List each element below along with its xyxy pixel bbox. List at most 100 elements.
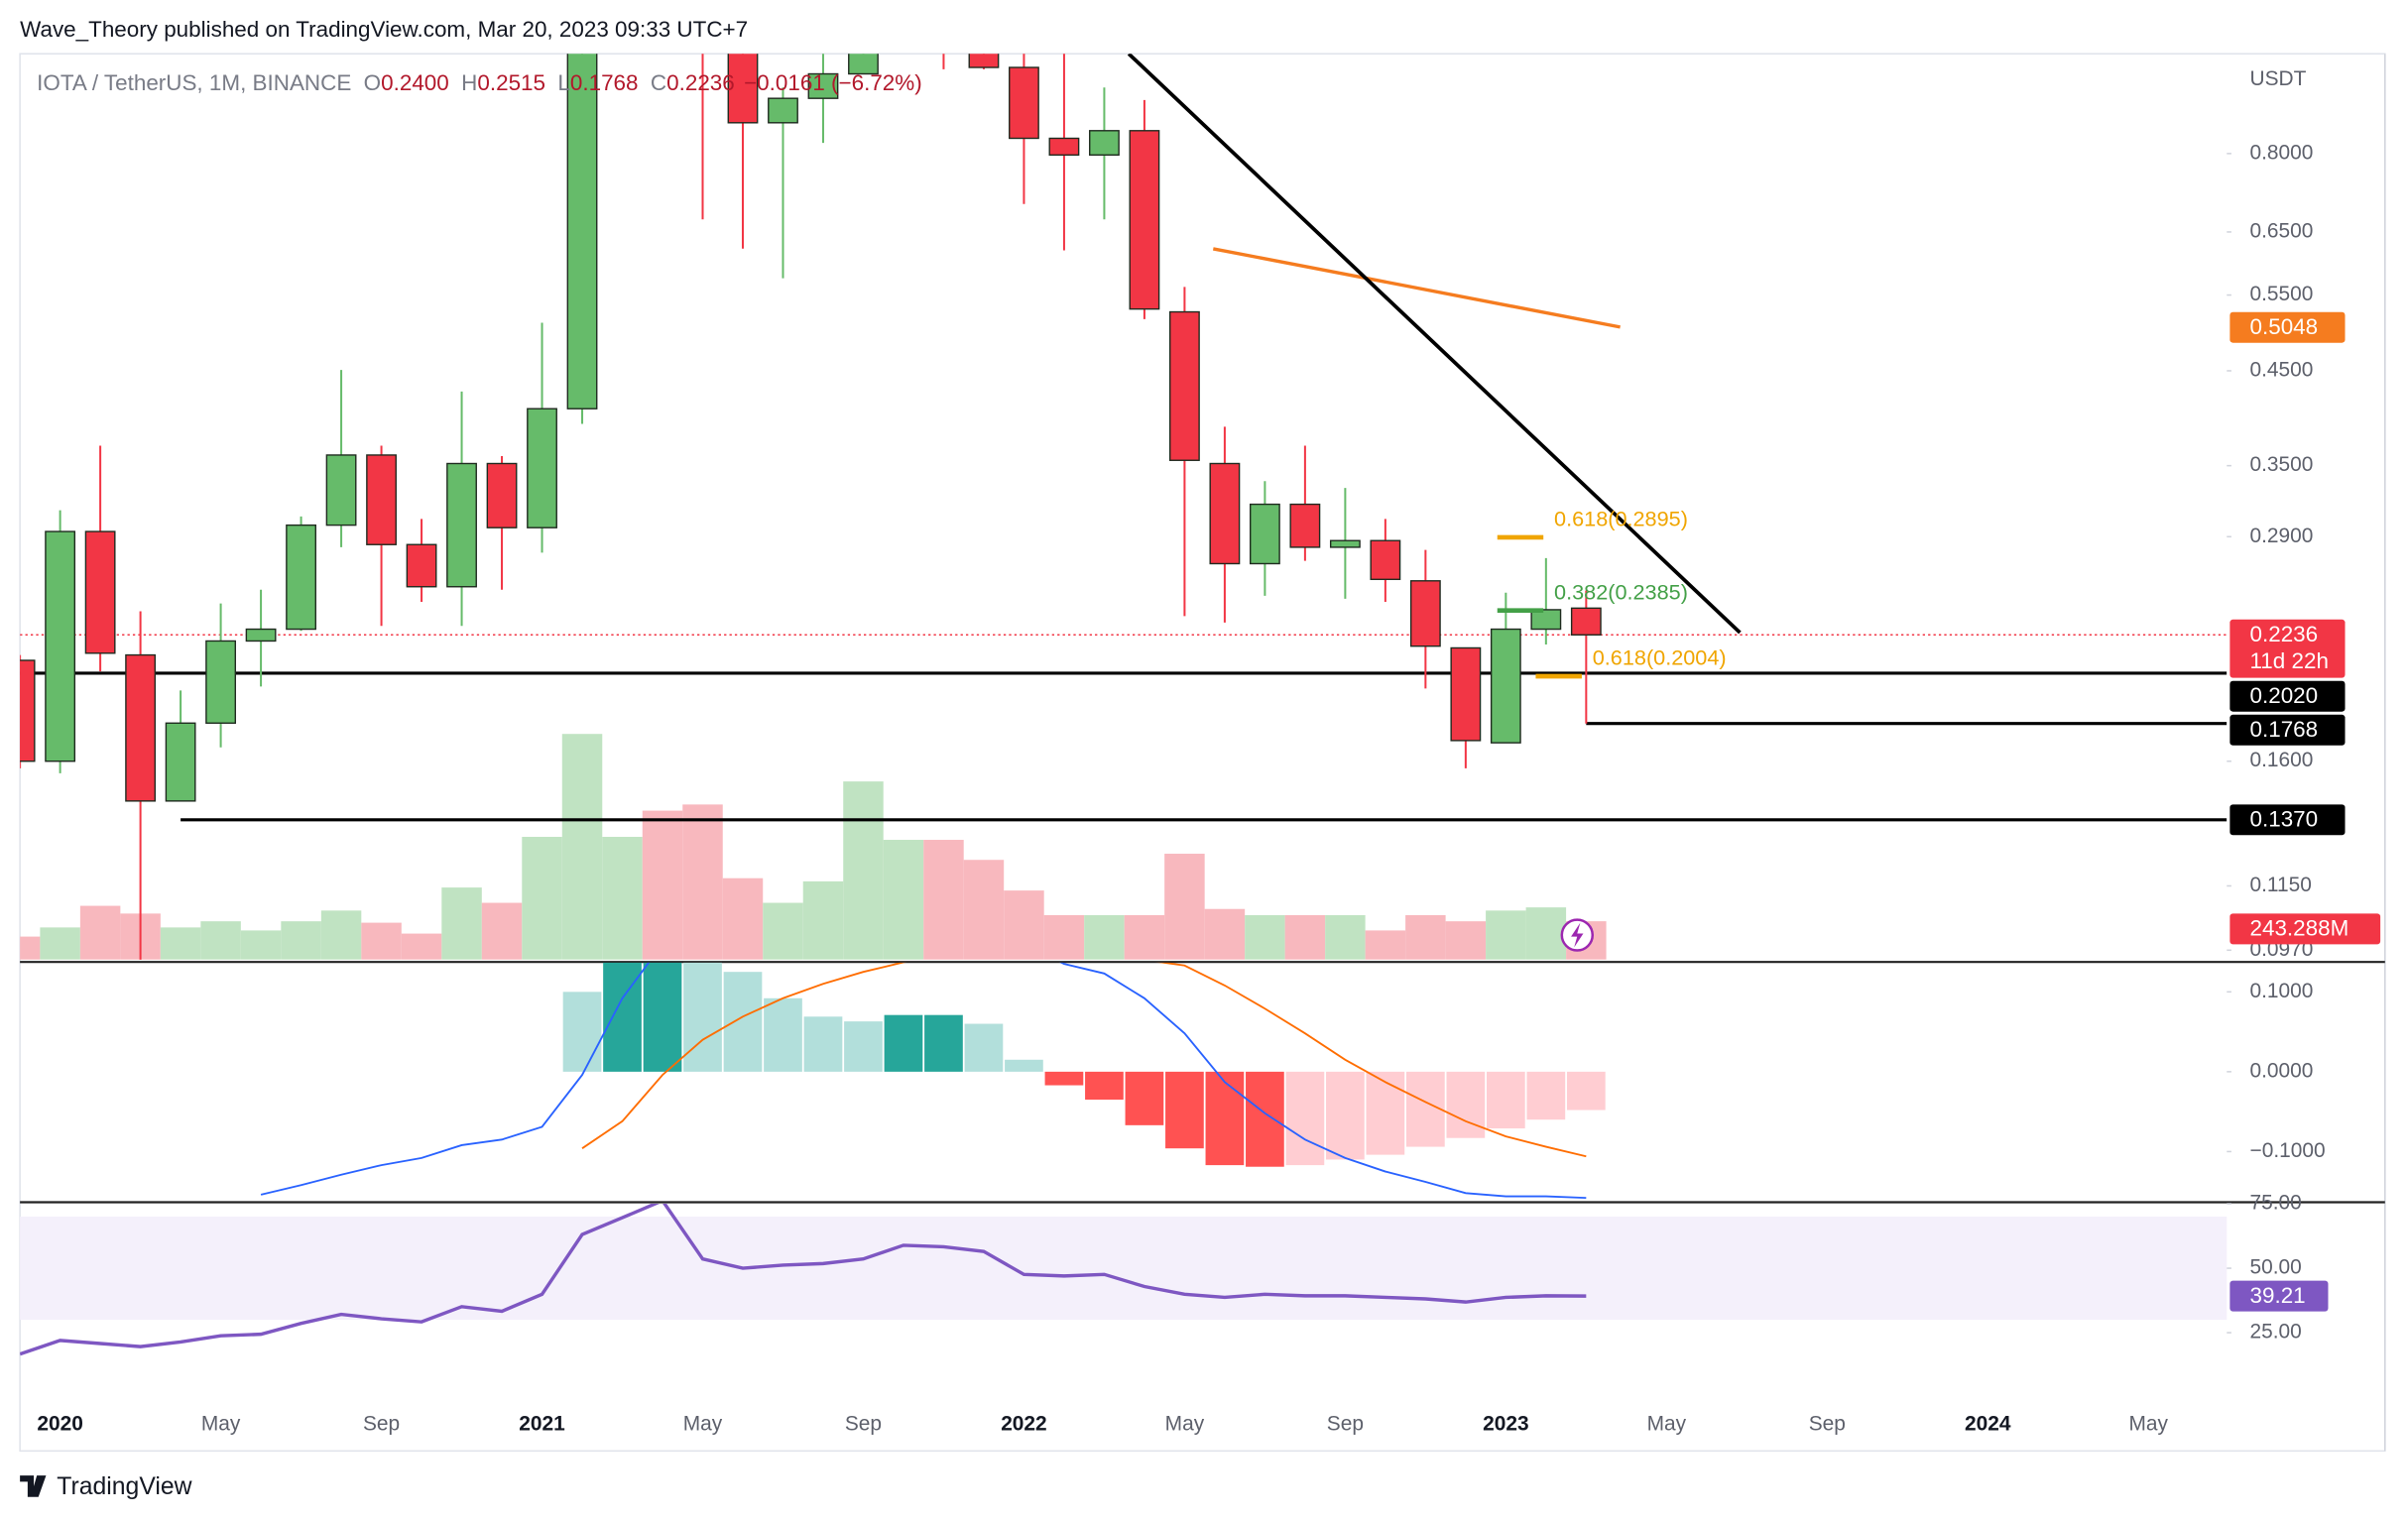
y-tick-label: 0.4500 xyxy=(2250,358,2314,381)
volume-badge xyxy=(2229,913,2381,945)
macd-histogram-bar xyxy=(1366,1071,1405,1155)
y-tick-label: 0.3500 xyxy=(2250,453,2314,476)
candle-body xyxy=(848,54,879,75)
volume-bar xyxy=(883,840,924,960)
candle-body xyxy=(1329,539,1361,548)
axis-layer: USDT 0.8000 0.6500 0.5500 0.4500 0.3500 0.290… xyxy=(37,67,2325,1435)
levels-layer xyxy=(20,54,2227,822)
x-tick-label: Sep xyxy=(845,1413,882,1436)
macd-histogram-bar xyxy=(1526,1071,1566,1120)
volume-bar xyxy=(1486,910,1526,960)
macd-histogram-bar xyxy=(1005,1059,1043,1072)
x-tick-label: 2023 xyxy=(1483,1413,1528,1436)
trend-line xyxy=(1127,54,1742,635)
candle-body xyxy=(165,722,196,802)
volume-bar xyxy=(963,860,1005,960)
candle-body xyxy=(1169,310,1200,461)
candle-body xyxy=(1009,66,1039,140)
volume-bar xyxy=(240,930,282,960)
y-tick-label: 0.2900 xyxy=(2250,525,2314,547)
rsi-badge-label: 39.21 xyxy=(2250,1283,2306,1308)
rsi-line xyxy=(20,1204,1587,1356)
y-tick-label: 0.5500 xyxy=(2250,283,2314,305)
macd-histogram-bar xyxy=(1205,1071,1245,1166)
candle-body xyxy=(889,0,917,17)
rsi-band xyxy=(20,1217,2227,1321)
volume-bar xyxy=(1445,921,1487,960)
macd-layer xyxy=(260,962,1606,1200)
x-tick-label: May xyxy=(2128,1413,2168,1436)
candle-body xyxy=(1129,130,1160,310)
volume-bar xyxy=(522,836,562,960)
volume-bar xyxy=(1124,914,1165,960)
author-line: Wave_Theory published on TradingView.com… xyxy=(20,17,748,42)
rsi-tick-label: 25.00 xyxy=(2250,1321,2302,1344)
macd-histogram-bar xyxy=(1085,1071,1124,1101)
volume-bar xyxy=(401,933,442,960)
macd-histogram-bar xyxy=(803,1016,843,1072)
fib-label: 0.382(0.2385) xyxy=(1554,579,1688,604)
candle-body xyxy=(768,97,798,124)
volume-bar xyxy=(722,878,764,960)
volume-bar xyxy=(320,910,362,960)
candle-body xyxy=(366,454,397,545)
x-tick-label: May xyxy=(201,1413,241,1436)
macd-tick-label: 0.0000 xyxy=(2250,1059,2314,1082)
candle-body xyxy=(1249,503,1280,565)
candle-body xyxy=(1409,580,1441,647)
candle-body xyxy=(929,0,958,17)
macd-histogram-bar xyxy=(764,997,802,1072)
volume-bar xyxy=(1405,914,1446,960)
x-tick-label: Sep xyxy=(1327,1413,1364,1436)
candle-body xyxy=(527,408,557,528)
macd-histogram-bar xyxy=(1125,1071,1164,1125)
macd-histogram-bar xyxy=(1566,1071,1606,1111)
candle-body xyxy=(286,524,316,631)
legend-key: L xyxy=(557,70,569,95)
legend-value: 0.2400 xyxy=(381,70,449,95)
volume-bar xyxy=(763,902,803,960)
price-badge-label: 0.1768 xyxy=(2250,717,2319,742)
volume-bar xyxy=(160,927,201,960)
macd-histogram-bar xyxy=(723,972,763,1072)
candle-body xyxy=(1209,462,1241,565)
macd-histogram-bar xyxy=(643,962,682,1072)
candle-body xyxy=(807,72,839,99)
x-tick-label: May xyxy=(1647,1413,1687,1436)
volume-bar xyxy=(1004,890,1044,960)
rsi-tick-label: 75.00 xyxy=(2250,1192,2302,1215)
volume-bar xyxy=(441,887,482,960)
volume-bar xyxy=(361,922,402,960)
rsi-badge xyxy=(2229,1280,2329,1312)
legend-key: O xyxy=(364,70,381,95)
price-badge-label: 0.2236 xyxy=(2250,622,2319,646)
currency-label: USDT xyxy=(2250,67,2307,90)
price-badge xyxy=(2229,714,2346,746)
y-tick-label: 0.1150 xyxy=(2250,874,2312,896)
x-tick-label: May xyxy=(683,1413,723,1436)
ma-line xyxy=(1212,247,1621,329)
candle-body xyxy=(45,530,76,762)
candle-body xyxy=(406,543,437,588)
candle-body xyxy=(486,462,518,528)
macd-tick-label: 0.1000 xyxy=(2250,980,2314,1002)
macd-line xyxy=(260,962,1587,1200)
candle-body xyxy=(125,653,157,802)
volume-bar xyxy=(200,921,241,960)
y-tick-label: 0.8000 xyxy=(2250,141,2314,164)
volume-bar xyxy=(682,804,723,960)
macd-histogram-bar xyxy=(1246,1071,1284,1167)
volume-bar xyxy=(843,781,884,960)
macd-histogram-bar xyxy=(1285,1071,1325,1166)
replay-icon[interactable] xyxy=(1560,918,1595,952)
x-tick-label: Sep xyxy=(363,1413,400,1436)
volume-bar xyxy=(1365,930,1406,960)
legend-value: 0.1768 xyxy=(570,70,639,95)
macd-histogram-bar xyxy=(1406,1071,1445,1147)
legend-value: 0.2236 xyxy=(666,70,735,95)
volume-bar xyxy=(281,921,321,960)
legend-value: 0.2515 xyxy=(477,70,545,95)
candle-body xyxy=(1289,503,1321,548)
